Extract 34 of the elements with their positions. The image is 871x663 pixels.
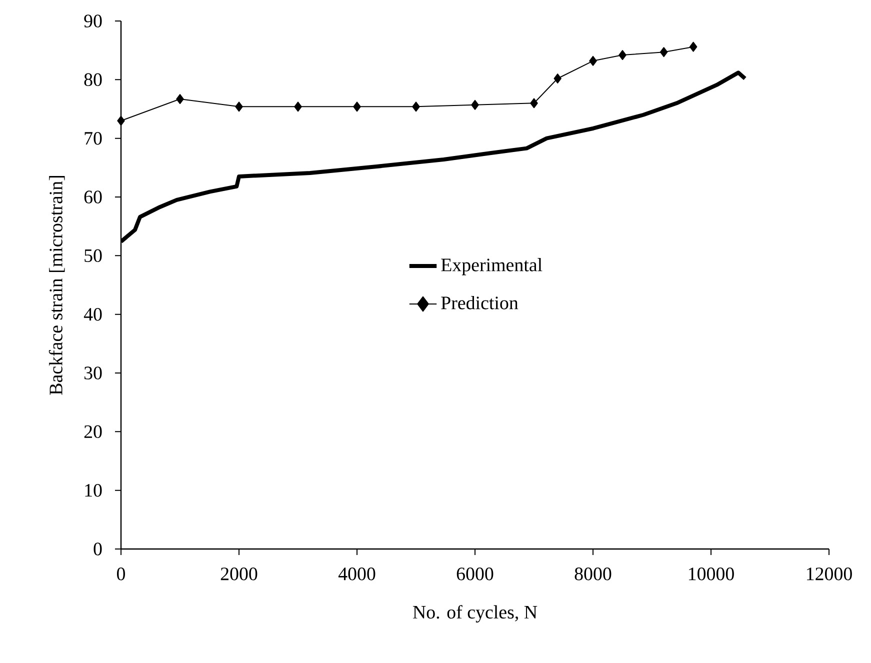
- point: [660, 47, 668, 58]
- point: [117, 116, 125, 126]
- point: [353, 102, 361, 112]
- point: [412, 102, 420, 112]
- x-tick-label: 4000: [338, 568, 376, 580]
- point: [618, 50, 626, 60]
- y-axis-title: Backface strain [microstrain]: [48, 176, 65, 395]
- legend-label: Experimental: [441, 258, 542, 276]
- y-tick-label: 10: [85, 484, 102, 497]
- point: [294, 102, 302, 112]
- y-tick-label: 50: [84, 249, 102, 262]
- y-tick-label: 70: [84, 132, 102, 145]
- y-tick-label: 40: [84, 308, 102, 321]
- x-tick-label: 12000: [807, 568, 852, 580]
- y-tick-label: 20: [84, 425, 102, 438]
- point: [471, 100, 479, 110]
- point: [554, 74, 562, 84]
- point: [530, 98, 538, 108]
- x-tick-label: 2000: [220, 568, 258, 580]
- y-tick-label: 60: [84, 190, 102, 204]
- x-axis-title: No. of cycles, N: [413, 605, 538, 623]
- point: [176, 94, 184, 104]
- legend-label: Prediction: [441, 296, 518, 310]
- point: [689, 42, 698, 52]
- x-tick-label: 0: [116, 568, 126, 580]
- x-tick-label: 6000: [456, 568, 494, 580]
- point: [589, 56, 597, 66]
- y-tick-label: 90: [84, 14, 102, 28]
- y-tick-label: 0: [94, 542, 102, 556]
- point: [235, 102, 243, 112]
- x-tick-label: 8000: [574, 568, 612, 580]
- y-tick-label: 30: [84, 366, 102, 380]
- x-tick-label: 10000: [689, 568, 734, 580]
- y-tick-label: 80: [84, 73, 102, 86]
